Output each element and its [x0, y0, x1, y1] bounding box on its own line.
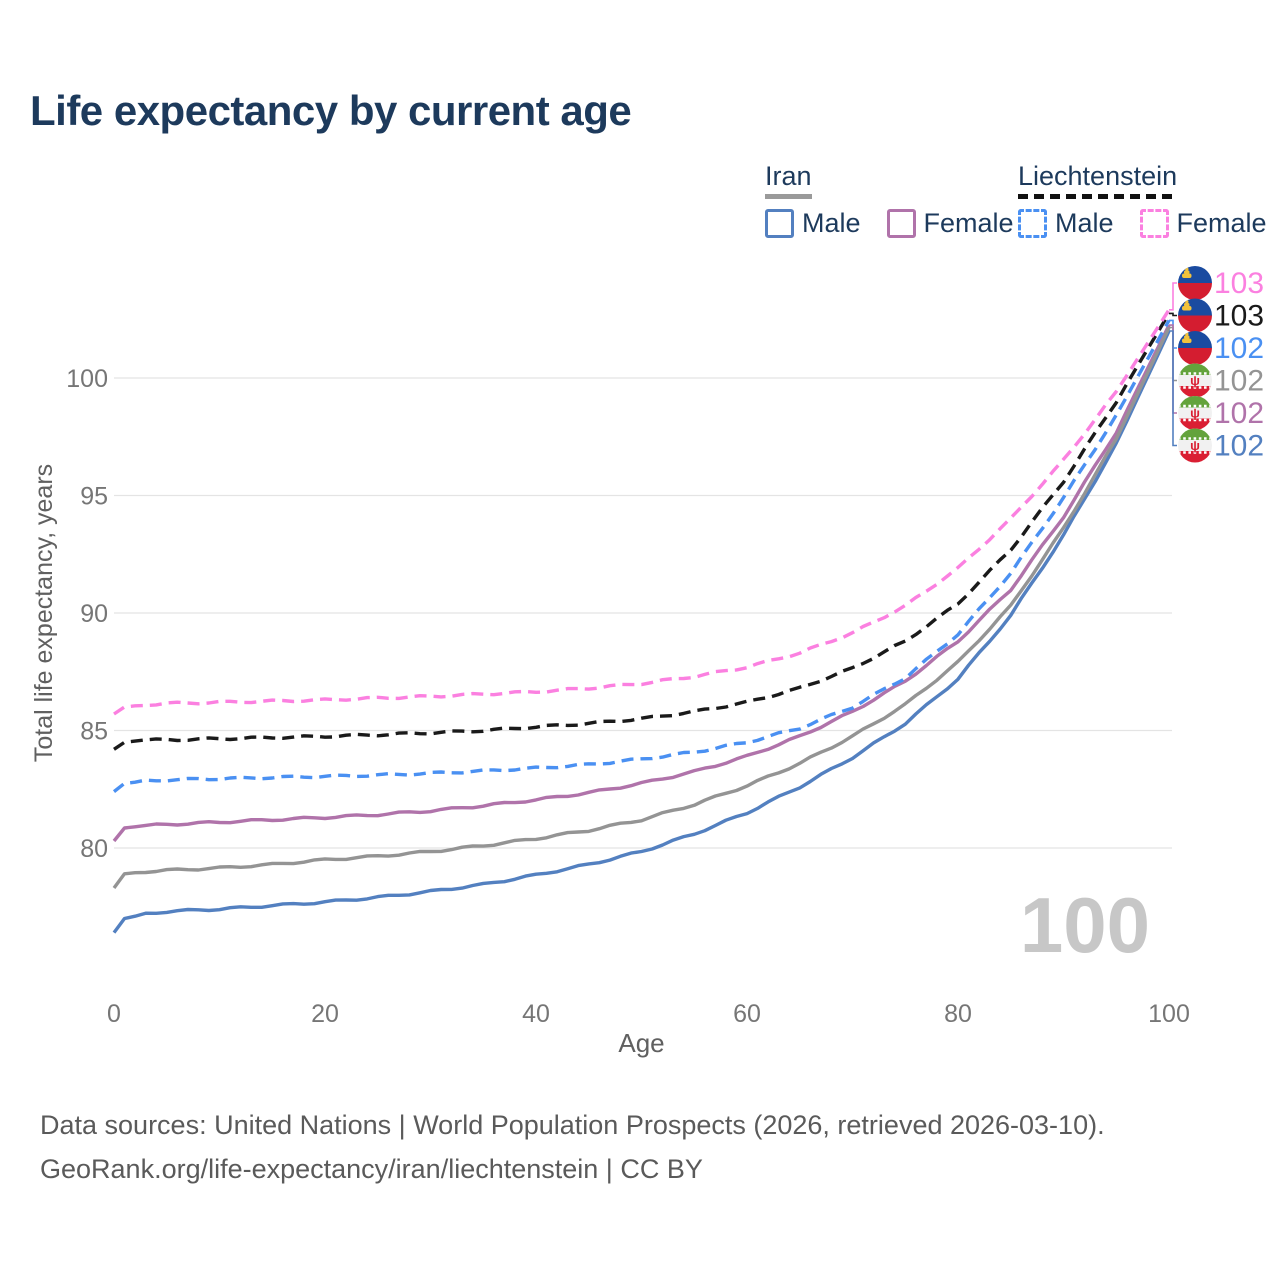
legend-country-iran[interactable]: Iran — [765, 163, 1040, 199]
end-value-label: 102 — [1214, 365, 1264, 398]
end-value-label: 103 — [1214, 267, 1264, 300]
dashed-line-key-icon — [1018, 194, 1175, 199]
svg-text:ψ: ψ — [1190, 438, 1200, 453]
end-value-label: 102 — [1214, 430, 1264, 463]
footer-attribution-link[interactable]: GeoRank.org/life-expectancy/iran/liechte… — [40, 1154, 703, 1184]
series-line-liechtenstein-both[interactable] — [113, 312, 1171, 751]
series-line-iran-male[interactable] — [112, 330, 1171, 934]
svg-text:ψ: ψ — [1190, 406, 1200, 421]
legend-swatch-liechtenstein-male[interactable] — [1018, 209, 1047, 238]
footer-data-sources: Data sources: United Nations | World Pop… — [40, 1110, 1105, 1140]
series-line-liechtenstein-male[interactable] — [112, 319, 1171, 793]
legend-label-iran-female[interactable]: Female — [923, 208, 1014, 238]
end-label-row: ψ 102 — [1178, 396, 1264, 430]
end-label-row: ψ 102 — [1178, 363, 1264, 398]
end-label-row: 103 — [1178, 298, 1264, 333]
flag-icon-iran: ψ — [1178, 396, 1212, 430]
series-line-iran-female[interactable] — [112, 324, 1171, 843]
y-tick-label-100: 100 — [66, 365, 108, 393]
end-label-connector — [1169, 282, 1177, 311]
legend-label-liechtenstein-male[interactable]: Male — [1055, 208, 1114, 238]
x-axis-title: Age — [618, 1028, 664, 1058]
legend-group-iran: Iran Male Female — [765, 163, 1040, 239]
end-label-row: 102 — [1178, 331, 1264, 365]
life-expectancy-chart[interactable]: 80 85 90 95 100 0 20 40 60 80 100 Age Total life exp… — [0, 240, 1280, 1080]
x-tick-label-0: 0 — [107, 1000, 121, 1028]
end-label-connector — [1169, 312, 1177, 317]
x-tick-label-60: 60 — [733, 1000, 761, 1028]
flag-icon-liechtenstein — [1178, 298, 1212, 333]
legend-country-liechtenstein-label: Liechtenstein — [1018, 161, 1178, 191]
x-tick-label-80: 80 — [944, 1000, 972, 1028]
footer: Data sources: United Nations | World Pop… — [40, 1103, 1105, 1191]
flag-icon-iran: ψ — [1178, 428, 1212, 463]
end-label-connector — [1169, 330, 1177, 447]
y-tick-label-85: 85 — [80, 718, 108, 746]
series-line-iran-both[interactable] — [112, 326, 1171, 890]
end-label-row: ψ 102 — [1178, 428, 1264, 463]
series-line-liechtenstein-female[interactable] — [113, 308, 1171, 716]
flag-icon-liechtenstein — [1178, 331, 1212, 365]
flag-icon-iran: ψ — [1178, 363, 1212, 398]
legend-label-iran-male[interactable]: Male — [802, 208, 861, 238]
svg-text:ψ: ψ — [1190, 373, 1200, 388]
y-tick-label-95: 95 — [80, 483, 108, 511]
end-value-label: 102 — [1214, 397, 1264, 430]
legend-country-liechtenstein[interactable]: Liechtenstein — [1018, 163, 1280, 199]
end-value-label: 102 — [1214, 332, 1264, 365]
legend-group-liechtenstein: Liechtenstein Male Female — [1018, 163, 1280, 239]
page-title: Life expectancy by current age — [30, 87, 632, 134]
x-tick-label-40: 40 — [522, 1000, 550, 1028]
legend-swatch-liechtenstein-female[interactable] — [1139, 209, 1169, 238]
flag-icon-liechtenstein — [1178, 266, 1212, 300]
legend-country-iran-label: Iran — [765, 161, 812, 191]
legend-label-liechtenstein-female[interactable]: Female — [1176, 208, 1267, 238]
end-label-row: 103 — [1178, 266, 1264, 300]
x-tick-label-20: 20 — [311, 1000, 339, 1028]
x-tick-label-100: 100 — [1148, 1000, 1190, 1028]
solid-line-key-icon — [765, 194, 812, 199]
age-cursor-watermark: 100 — [1020, 881, 1150, 969]
legend-swatch-iran-female[interactable] — [886, 209, 916, 238]
y-axis-title: Total life expectancy, years — [30, 464, 58, 762]
legend-swatch-iran-male[interactable] — [765, 209, 794, 238]
y-tick-label-80: 80 — [80, 835, 108, 863]
y-tick-label-90: 90 — [80, 600, 108, 628]
end-value-label: 103 — [1214, 300, 1264, 333]
